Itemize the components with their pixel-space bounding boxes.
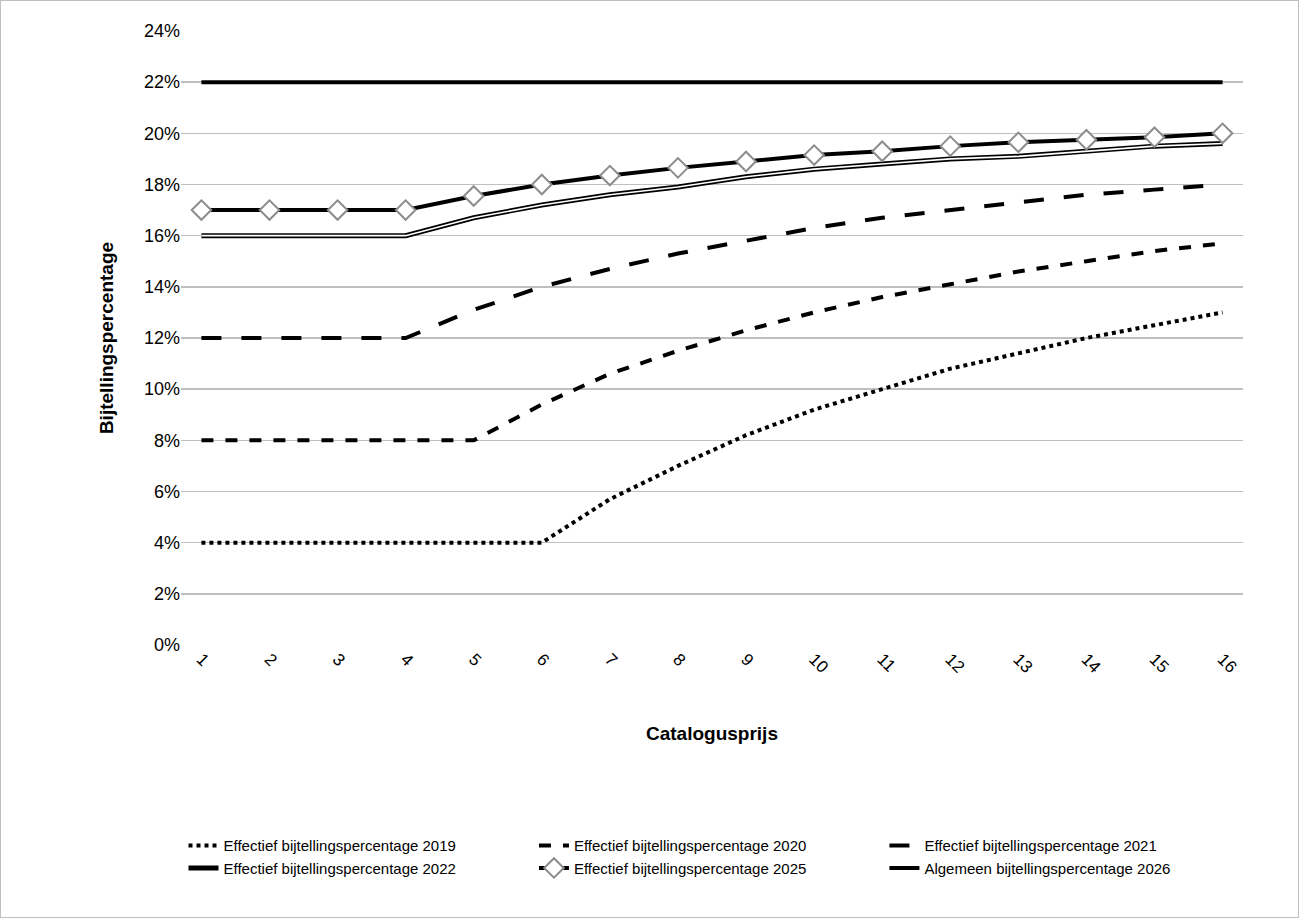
svg-text:Effectief bijtellingspercentag: Effectief bijtellingspercentage 2022	[224, 860, 456, 877]
svg-text:12: 12	[941, 650, 968, 677]
svg-text:13: 13	[1010, 650, 1037, 677]
svg-text:14%: 14%	[144, 277, 180, 297]
svg-text:Bijtellingspercentage: Bijtellingspercentage	[96, 242, 117, 434]
svg-text:4: 4	[397, 650, 417, 670]
svg-text:10%: 10%	[144, 379, 180, 399]
svg-text:Effectief bijtellingspercentag: Effectief bijtellingspercentage 2020	[574, 837, 806, 854]
svg-text:5: 5	[465, 650, 485, 670]
svg-text:15: 15	[1146, 650, 1173, 677]
svg-text:Effectief bijtellingspercentag: Effectief bijtellingspercentage 2025	[574, 860, 806, 877]
svg-text:16: 16	[1214, 650, 1241, 677]
svg-text:16%: 16%	[144, 226, 180, 246]
svg-text:18%: 18%	[144, 175, 180, 195]
svg-text:8: 8	[669, 650, 689, 670]
svg-text:11: 11	[873, 650, 899, 676]
svg-text:4%: 4%	[154, 533, 180, 553]
svg-text:0%: 0%	[154, 635, 180, 655]
svg-text:22%: 22%	[144, 72, 180, 92]
svg-text:Effectief bijtellingspercentag: Effectief bijtellingspercentage 2021	[924, 837, 1156, 854]
svg-text:9: 9	[737, 650, 757, 670]
svg-text:14: 14	[1078, 650, 1105, 677]
svg-text:3: 3	[329, 650, 349, 670]
svg-text:10: 10	[805, 650, 832, 677]
svg-text:24%: 24%	[144, 21, 180, 41]
svg-text:6%: 6%	[154, 482, 180, 502]
svg-text:12%: 12%	[144, 328, 180, 348]
svg-text:Catalogusprijs: Catalogusprijs	[646, 723, 778, 744]
svg-text:2: 2	[261, 650, 281, 670]
svg-text:7: 7	[601, 650, 621, 670]
svg-text:Effectief bijtellingspercentag: Effectief bijtellingspercentage 2019	[224, 837, 456, 854]
svg-text:1: 1	[193, 650, 213, 670]
svg-text:Algemeen bijtellingspercentage: Algemeen bijtellingspercentage 2026	[924, 860, 1170, 877]
svg-text:6: 6	[533, 650, 553, 670]
svg-text:2%: 2%	[154, 584, 180, 604]
svg-text:20%: 20%	[144, 124, 180, 144]
svg-text:8%: 8%	[154, 431, 180, 451]
